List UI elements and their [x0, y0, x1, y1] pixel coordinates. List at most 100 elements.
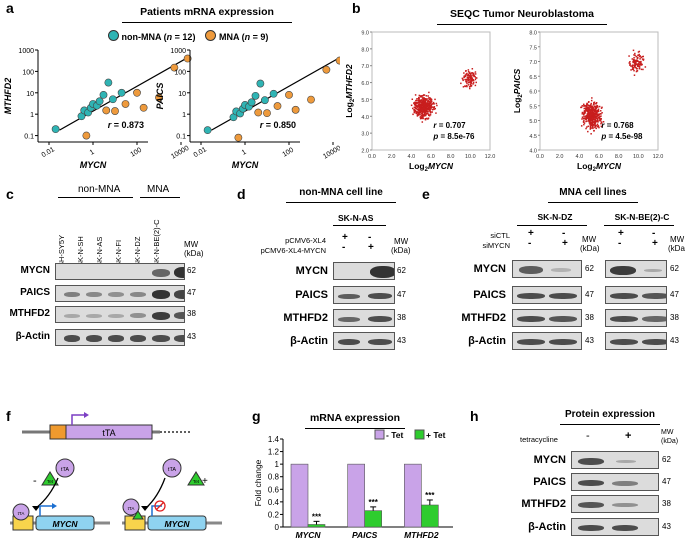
data-point	[413, 109, 415, 111]
data-point	[430, 99, 432, 102]
data-point	[587, 125, 590, 128]
data-point	[434, 98, 436, 101]
data-point	[589, 110, 592, 113]
data-point	[592, 114, 594, 116]
data-point	[592, 116, 594, 118]
data-point	[631, 68, 634, 70]
data-point	[632, 49, 635, 52]
data-point	[595, 121, 597, 123]
y-tick-label: 10	[26, 91, 34, 98]
blot-band	[338, 293, 360, 299]
blot-row-label: β-Actin	[528, 521, 566, 533]
construct-tta-box	[65, 424, 153, 440]
data-point-mna	[254, 108, 263, 117]
molecular-weight: 47	[662, 477, 671, 486]
data-point	[587, 104, 590, 107]
blot-band	[370, 266, 394, 278]
y-tick-label: 4.0	[529, 149, 537, 155]
data-point	[628, 62, 631, 64]
blot-band	[64, 292, 80, 297]
data-point	[419, 107, 421, 109]
molecular-weight: 62	[662, 455, 671, 464]
correlation-r: r = 0.768	[601, 121, 634, 130]
data-point	[418, 110, 421, 112]
data-point	[425, 110, 427, 112]
construct-arrowhead-icon	[84, 412, 89, 418]
y-tick-label: 5.0	[529, 119, 537, 125]
x-tick-label: MYCN	[295, 530, 321, 539]
data-point	[582, 113, 585, 116]
data-point	[586, 117, 589, 119]
molecular-weight: 47	[397, 290, 406, 299]
data-point	[595, 124, 597, 127]
transcription-arrowhead-left-icon	[52, 503, 57, 509]
data-point	[583, 110, 586, 112]
data-point	[592, 111, 595, 113]
data-point	[636, 70, 639, 72]
data-point	[588, 105, 591, 107]
data-point	[426, 110, 429, 112]
data-point	[588, 118, 590, 120]
data-point	[590, 123, 592, 125]
blot-band	[642, 316, 666, 322]
panel-a-scatter-plots: 1000 100 10 1 0.1 0.01 1 100 10000 r = 0.873 MYCN M…	[3, 48, 340, 170]
data-point	[419, 114, 421, 116]
data-point	[431, 103, 433, 105]
blot-row-label: β-Actin	[468, 335, 506, 347]
data-point	[417, 112, 419, 114]
data-point	[417, 104, 420, 107]
y-tick-label: 0.1	[24, 134, 34, 141]
data-point	[586, 107, 588, 110]
data-point	[587, 101, 590, 103]
data-point	[463, 76, 466, 78]
r-value: = 0.707	[439, 121, 466, 130]
data-point	[425, 108, 428, 110]
data-point	[583, 115, 585, 118]
scatter-mthfd2: 1000 100 10 1 0.1 0.01 1 100 10000 r = 0.873 MYCN M…	[3, 48, 192, 170]
data-point	[638, 67, 641, 69]
x-tick-label: 12.0	[485, 154, 496, 160]
data-point	[634, 62, 636, 65]
blot-band	[368, 293, 392, 299]
data-point	[600, 118, 603, 120]
r-value: = 0.873	[111, 120, 144, 130]
p-value: = 8.5e-76	[440, 132, 475, 141]
data-point	[420, 104, 423, 107]
data-point	[583, 122, 586, 124]
data-point	[427, 102, 429, 105]
data-point	[423, 110, 425, 113]
data-point	[642, 58, 645, 61]
data-point	[428, 110, 430, 112]
blot-band	[108, 292, 124, 297]
molecular-weight: 62	[187, 266, 196, 275]
data-point	[424, 98, 426, 100]
data-point-mna	[291, 105, 300, 114]
blot-row-label: MTHFD2	[283, 312, 328, 324]
mycn-left-label: MYCN	[52, 519, 78, 529]
data-point	[632, 66, 634, 69]
data-point	[419, 105, 422, 108]
data-point	[581, 111, 584, 114]
data-point	[416, 114, 419, 116]
data-point	[465, 79, 467, 81]
data-point	[413, 111, 416, 114]
r-symbol: r	[108, 120, 112, 130]
data-point	[594, 107, 597, 109]
data-point	[595, 115, 598, 118]
data-point	[424, 100, 426, 102]
molecular-weight: 43	[187, 332, 196, 341]
blot-strip-e-right-1	[605, 286, 667, 304]
blot-row-label: PAICS	[533, 476, 566, 488]
group-non-mna-line	[58, 197, 133, 198]
cell-line-underline	[604, 225, 674, 226]
data-point	[586, 113, 589, 116]
data-point	[430, 101, 433, 103]
cell-line-underline	[517, 225, 587, 226]
data-point	[589, 106, 591, 108]
data-point	[466, 82, 468, 84]
data-point	[462, 79, 464, 82]
data-point	[423, 106, 426, 108]
data-point	[590, 124, 592, 127]
data-point	[630, 69, 632, 71]
data-point	[585, 118, 587, 120]
